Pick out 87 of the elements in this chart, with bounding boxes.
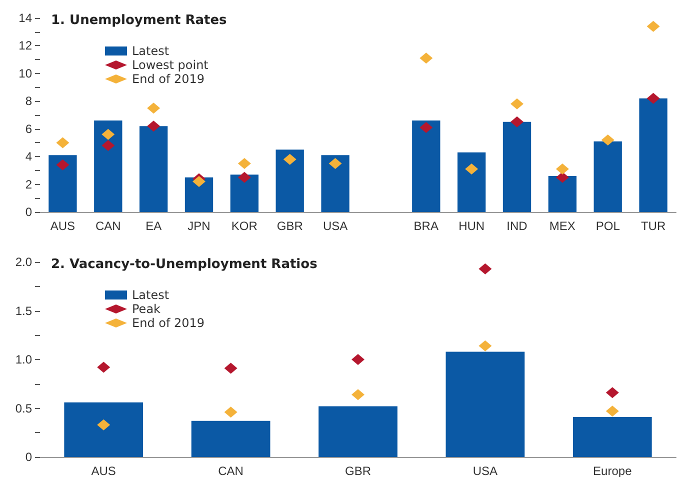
point bbox=[601, 134, 614, 146]
bar bbox=[457, 152, 486, 212]
x-tick-label: HUN bbox=[458, 219, 485, 233]
point bbox=[238, 172, 251, 183]
x-tick-label: GBR bbox=[276, 219, 304, 233]
y-tick-label: 10 bbox=[18, 66, 32, 80]
point bbox=[606, 406, 619, 417]
y-tick-label: 1.0 bbox=[15, 352, 32, 366]
x-tick-label: KOR bbox=[231, 219, 258, 233]
bar bbox=[502, 122, 532, 212]
chart-title: 1. Unemployment Rates bbox=[51, 13, 228, 28]
bar bbox=[412, 120, 440, 212]
x-tick-label: AUS bbox=[50, 219, 76, 233]
y-tick-label: 2 bbox=[25, 177, 32, 192]
x-tick-label: JPN bbox=[188, 219, 210, 233]
point bbox=[556, 172, 569, 183]
bar bbox=[548, 176, 577, 212]
x-tick-label: CAN bbox=[95, 219, 121, 233]
y-tick-label: 0.5 bbox=[15, 401, 32, 416]
bar bbox=[94, 120, 122, 212]
point bbox=[420, 122, 433, 133]
y-tick-label: 12 bbox=[18, 38, 32, 53]
point bbox=[646, 20, 660, 32]
chart-title: 2. Vacancy-to-Unemployment Ratios bbox=[51, 257, 318, 272]
point bbox=[97, 419, 110, 430]
y-tick-label: 0 bbox=[25, 450, 32, 464]
x-tick-label: POL bbox=[596, 219, 620, 233]
bar bbox=[639, 98, 668, 212]
point bbox=[283, 154, 296, 165]
x-tick-label: IND bbox=[506, 219, 528, 233]
point bbox=[510, 98, 524, 110]
bar bbox=[230, 174, 259, 212]
x-tick-label: USA bbox=[322, 219, 348, 233]
point bbox=[646, 92, 660, 104]
point bbox=[102, 128, 115, 140]
point bbox=[478, 263, 492, 274]
x-tick-label: MEX bbox=[549, 219, 576, 233]
y-tick-label: 6 bbox=[25, 122, 32, 136]
point bbox=[56, 159, 70, 170]
bar bbox=[446, 352, 525, 457]
y-tick-label: 8 bbox=[25, 94, 32, 108]
point bbox=[97, 362, 110, 373]
x-tick-label: TUR bbox=[640, 219, 666, 233]
point bbox=[510, 116, 524, 128]
point bbox=[556, 164, 569, 175]
bar bbox=[184, 177, 214, 212]
bar bbox=[139, 126, 168, 212]
legend-label: Peak bbox=[132, 302, 161, 316]
x-tick-label: AUS bbox=[91, 464, 116, 477]
point bbox=[224, 406, 238, 418]
bar bbox=[191, 420, 270, 457]
x-tick-label: USA bbox=[472, 464, 498, 477]
y-tick-label: 4 bbox=[25, 150, 32, 164]
y-tick-label: 2.0 bbox=[15, 255, 32, 269]
bar bbox=[321, 155, 350, 212]
x-tick-label: CAN bbox=[218, 464, 244, 477]
bar bbox=[276, 150, 304, 212]
point bbox=[328, 158, 342, 169]
point bbox=[224, 362, 238, 374]
x-tick-label: BRA bbox=[414, 219, 438, 233]
point bbox=[352, 354, 364, 365]
point bbox=[147, 120, 160, 132]
bar bbox=[572, 417, 652, 457]
x-tick-label: EA bbox=[146, 219, 162, 233]
point bbox=[56, 137, 70, 148]
point bbox=[147, 102, 160, 114]
y-tick-label: 1.5 bbox=[15, 304, 32, 318]
x-tick-label: GBR bbox=[344, 464, 372, 477]
point bbox=[478, 340, 492, 352]
legend-label: Latest bbox=[132, 44, 170, 58]
legend-label: Lowest point bbox=[132, 58, 209, 72]
y-tick-label: 0 bbox=[25, 205, 32, 219]
point bbox=[102, 140, 115, 151]
point bbox=[238, 158, 251, 169]
legend-label: End of 2019 bbox=[132, 316, 205, 330]
point bbox=[420, 52, 433, 64]
point bbox=[352, 389, 364, 400]
point bbox=[465, 164, 478, 175]
point bbox=[606, 387, 619, 398]
bar bbox=[48, 155, 77, 212]
bar bbox=[318, 406, 398, 457]
bar bbox=[594, 141, 622, 212]
y-tick-label: 14 bbox=[18, 11, 32, 25]
bar bbox=[64, 402, 144, 457]
legend-label: End of 2019 bbox=[132, 72, 205, 86]
point bbox=[192, 176, 206, 188]
legend-label: Latest bbox=[132, 288, 170, 302]
